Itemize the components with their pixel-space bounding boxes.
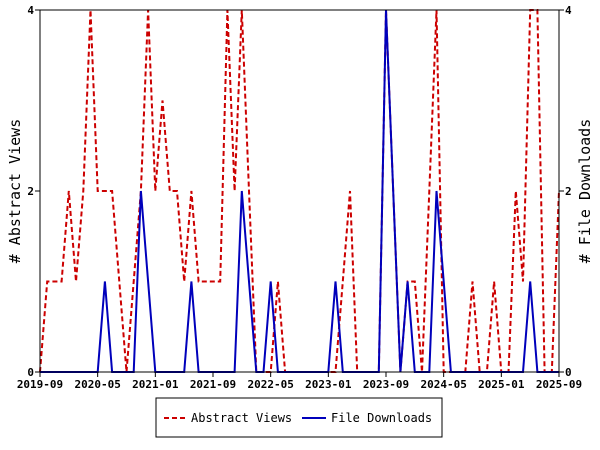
y-left-tick-label: 2 xyxy=(27,185,34,198)
x-tick-label: 2025-01 xyxy=(478,378,525,391)
x-tick-label: 2025-09 xyxy=(536,378,582,391)
y-right-tick-label: 0 xyxy=(565,366,572,379)
x-tick-label: 2023-09 xyxy=(363,378,409,391)
x-tick-label: 2019-09 xyxy=(17,378,63,391)
legend-label-abstract-views: Abstract Views xyxy=(191,411,292,425)
plot-area xyxy=(39,9,560,373)
left-axis-title: # Abstract Views xyxy=(6,119,24,264)
y-right-tick-label: 2 xyxy=(565,185,572,198)
x-tick-label: 2022-05 xyxy=(247,378,293,391)
y-left-tick-label: 4 xyxy=(27,4,34,17)
x-tick-label: 2021-01 xyxy=(132,378,179,391)
legend: Abstract Views File Downloads xyxy=(155,397,443,438)
x-tick-label: 2021-09 xyxy=(190,378,236,391)
series-line-file-downloads xyxy=(40,9,559,373)
y-left-tick-label: 0 xyxy=(27,366,34,379)
right-axis-title: # File Downloads xyxy=(576,119,594,264)
legend-label-file-downloads: File Downloads xyxy=(331,411,432,425)
x-tick-label: 2023-01 xyxy=(305,378,352,391)
axes: 2019-09 2020-05 2021-01 2021-09 2022-05 2023-… xyxy=(17,4,582,391)
x-tick-label: 2024-05 xyxy=(420,378,466,391)
legend-box xyxy=(155,397,443,438)
x-tick-label: 2020-05 xyxy=(74,378,120,391)
y-right-tick-label: 4 xyxy=(565,4,572,17)
plot-frame xyxy=(39,9,560,373)
series-line-abstract-views xyxy=(39,9,560,373)
